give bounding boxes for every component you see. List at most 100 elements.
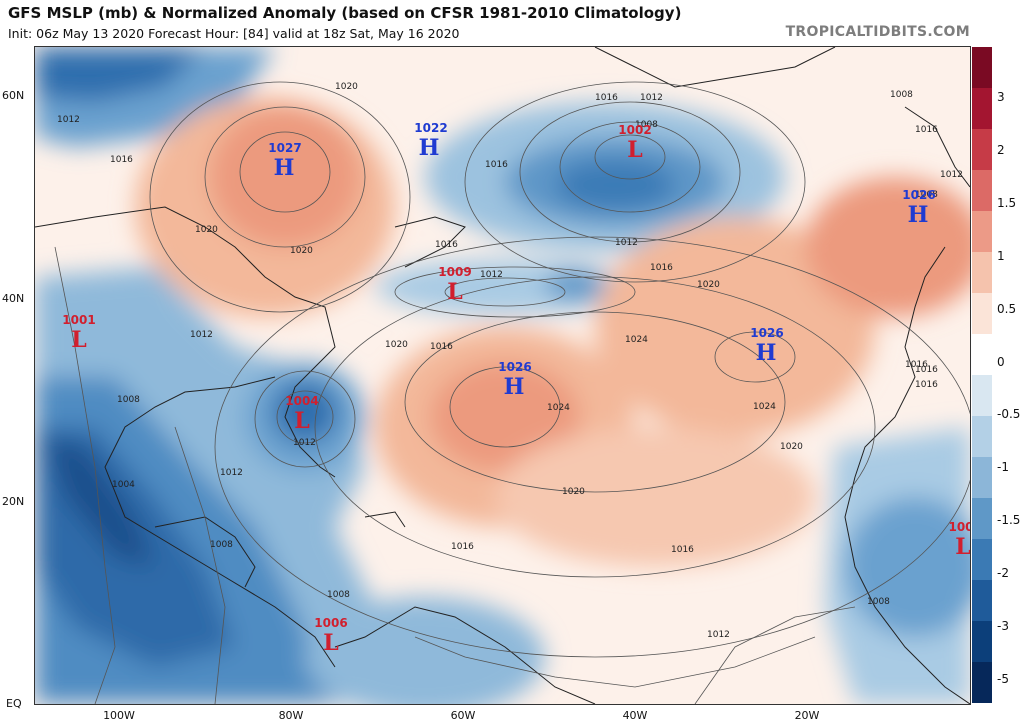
lon-label-40w: 40W [622,709,648,722]
colorbar-segment [972,539,992,580]
lon-label-60w: 60W [450,709,476,722]
isobar-label: 1016 [650,263,673,273]
colorbar-label: 3 [997,90,1005,104]
lat-label-60n: 60N [2,89,25,102]
isobar-label: 1016 [905,360,928,370]
isobar-label: 1020 [335,82,358,92]
colorbar-label: -2 [997,566,1009,580]
isobar-label: 1008 [915,190,938,200]
isobar-label: 1024 [625,335,648,345]
low-pressure-center: 1004 L [285,394,318,434]
low-pressure-center: 100 L [948,520,970,560]
svg-text:1002: 1002 [618,123,651,137]
colorbar [972,47,992,703]
svg-text:1026: 1026 [498,360,531,374]
lat-label-40n: 40N [2,292,25,305]
lat-label-20n: 20N [2,495,25,508]
high-pressure-center: 1026 H [902,188,935,228]
isobar-label: 1020 [562,487,585,497]
svg-text:1022: 1022 [414,121,447,135]
colorbar-label: -3 [997,619,1009,633]
isobar-label: 1016 [485,160,508,170]
colorbar-segment [972,129,992,170]
high-pressure-center: 1026 H [750,326,783,366]
colorbar-segment [972,293,992,334]
svg-text:H: H [504,374,525,400]
colorbar-segment [972,375,992,416]
isobar-label: 1012 [190,330,213,340]
colorbar-label: 0 [997,355,1005,369]
colorbar-segment [972,211,992,252]
low-pressure-center: 1002 L [618,123,651,163]
isobar-label: 1012 [293,438,316,448]
svg-text:1001: 1001 [62,313,95,327]
svg-text:1027: 1027 [268,141,301,155]
svg-text:100: 100 [948,520,970,534]
isobar-label: 1016 [915,380,938,390]
high-pressure-center: 1026 H [498,360,531,400]
isobar-label: 1008 [635,120,658,130]
svg-text:H: H [908,202,929,228]
isobar-label: 1016 [430,342,453,352]
colorbar-segment [972,580,992,621]
isobar-label: 1012 [220,468,243,478]
isobar-label: 1016 [110,155,133,165]
isobar-label: 1008 [117,395,140,405]
low-pressure-center: 1009 L [438,265,471,305]
isobar-label: 1008 [210,540,233,550]
isobar-label: 1016 [915,365,938,375]
colorbar-segment [972,252,992,293]
isobar-label: 1012 [615,238,638,248]
colorbar-segment [972,47,992,88]
brand-watermark: TROPICALTIDBITS.COM [785,24,970,40]
colorbar-segment [972,621,992,662]
svg-text:H: H [419,135,440,161]
svg-text:1006: 1006 [314,616,347,630]
colorbar-segment [972,662,992,703]
svg-text:L: L [294,408,309,434]
isobar-label: 1008 [327,590,350,600]
isobar-label: 1020 [290,246,313,256]
svg-text:1026: 1026 [902,188,935,202]
svg-text:L: L [71,327,86,353]
colorbar-segment [972,457,992,498]
isobar-label: 1016 [671,545,694,555]
svg-text:L: L [447,279,462,305]
isobar-label: 1020 [697,280,720,290]
colorbar-segment [972,88,992,129]
low-pressure-center: 1006 L [314,616,347,656]
colorbar-label: -1 [997,460,1009,474]
map-canvas: 1012 1016 1020 1016 1012 1008 1020 1016 … [35,47,970,704]
colorbar-label: 0.5 [997,302,1017,316]
chart-title: GFS MSLP (mb) & Normalized Anomaly (base… [8,4,682,22]
colorbar-label: 1.5 [997,196,1017,210]
low-pressure-center: 1001 L [62,313,95,353]
isobar-label: 1012 [480,270,503,280]
isobar-label: 1020 [780,442,803,452]
isobar-label: 1024 [753,402,776,412]
isobar-label: 1024 [547,403,570,413]
isobar-label: 1012 [940,170,963,180]
lon-label-80w: 80W [278,709,304,722]
colorbar-label: 1 [997,249,1005,263]
isobar-label: 1016 [435,240,458,250]
svg-text:L: L [627,137,642,163]
colorbar-label: -5 [997,672,1009,686]
svg-text:1004: 1004 [285,394,318,408]
colorbar-segment [972,498,992,539]
isobar-label: 1016 [915,125,938,135]
lon-label-20w: 20W [794,709,820,722]
colorbar-label: -1.5 [997,513,1021,527]
svg-text:L: L [955,534,970,560]
isobar-label: 1004 [112,480,135,490]
isobar-label: 1012 [640,93,663,103]
lon-label-100w: 100W [103,709,135,722]
isobar-label: 1012 [57,115,80,125]
lat-label-eq: EQ [6,697,22,710]
svg-text:H: H [274,155,295,181]
svg-text:1026: 1026 [750,326,783,340]
isobar-label: 1016 [451,542,474,552]
colorbar-label: 2 [997,143,1005,157]
high-pressure-center: 1027 H [268,141,301,181]
chart-subtitle: Init: 06z May 13 2020 Forecast Hour: [84… [8,26,460,41]
